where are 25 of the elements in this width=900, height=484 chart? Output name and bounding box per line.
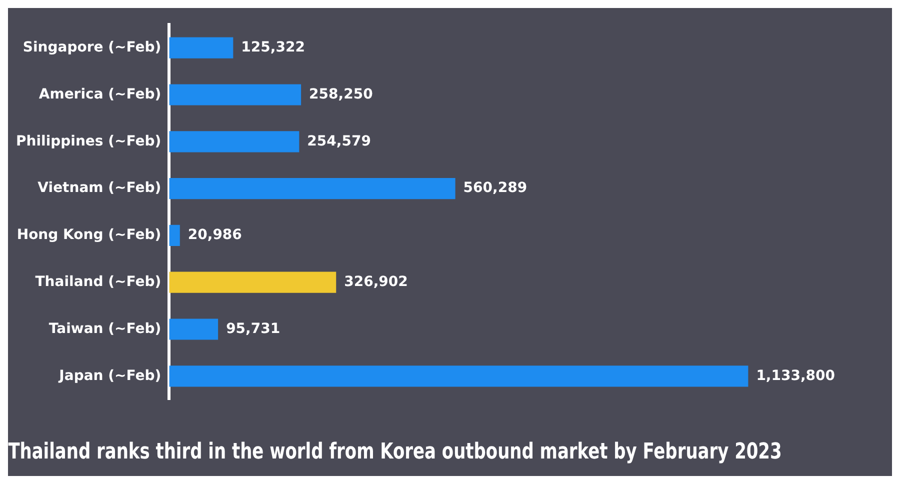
bar [169, 84, 302, 106]
y-tick-label: America (~Feb) [38, 86, 162, 102]
y-tick-label: Taiwan (~Feb) [48, 320, 162, 337]
bar [169, 272, 336, 293]
y-tick-label: Hong Kong (~Feb) [16, 227, 162, 244]
bar [169, 224, 180, 246]
data-label: 125,322 [241, 39, 305, 56]
y-tick-label: Japan (~Feb) [58, 368, 162, 384]
data-label: 254,579 [307, 133, 371, 150]
text: Thailand ranks third in the world from Korea outbound market by February 2023 [8, 438, 782, 464]
bar [169, 37, 234, 58]
bar [169, 318, 218, 340]
bar [169, 366, 748, 387]
y-tick-label: Vietnam (~Feb) [38, 180, 162, 196]
y-tick-label: Philippines (~Feb) [16, 133, 162, 150]
y-tick-label: Thailand (~Feb) [35, 274, 162, 290]
data-label: 258,250 [309, 86, 374, 102]
data-label: 1,133,800 [756, 368, 836, 384]
data-label: 20,986 [188, 227, 242, 244]
data-label: 95,731 [226, 320, 280, 337]
y-tick-label: Singapore (~Feb) [22, 39, 162, 56]
bar [169, 131, 300, 152]
data-label: 326,902 [344, 274, 408, 290]
data-label: 560,289 [463, 180, 528, 196]
bar [169, 178, 456, 200]
